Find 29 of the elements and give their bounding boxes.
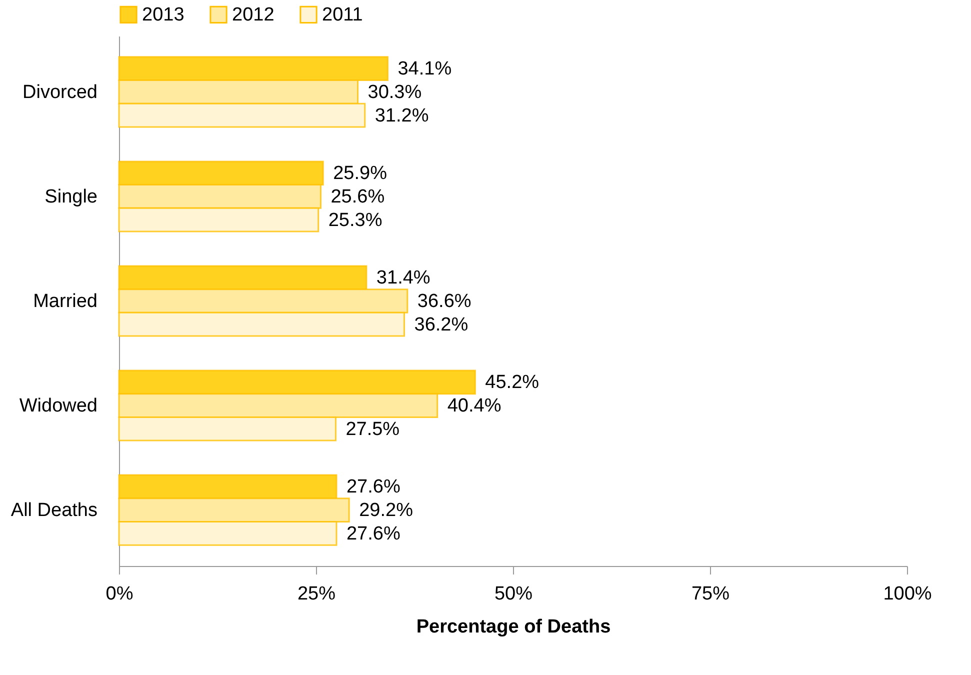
y-tick-label: All Deaths bbox=[10, 500, 98, 522]
y-tick-label: Single bbox=[44, 186, 98, 208]
legend-label: 2011 bbox=[322, 4, 363, 26]
legend-label: 2013 bbox=[142, 4, 184, 26]
data-label: 27.6% bbox=[346, 523, 400, 544]
y-tick-label: Divorced bbox=[22, 82, 98, 103]
data-label: 45.2% bbox=[485, 372, 540, 394]
data-label: 34.1% bbox=[398, 58, 452, 80]
x-tick-label: 50% bbox=[494, 584, 533, 604]
data-label: 31.2% bbox=[374, 105, 429, 126]
x-tick-label: 75% bbox=[691, 584, 730, 604]
data-label: 36.2% bbox=[414, 314, 468, 336]
data-label: 25.3% bbox=[328, 210, 382, 231]
legend-label: 2012 bbox=[232, 4, 274, 26]
x-axis-title: Percentage of Deaths bbox=[416, 616, 611, 638]
data-label: 29.2% bbox=[359, 500, 414, 522]
x-tick-label: 100% bbox=[883, 584, 932, 604]
y-tick-label: Married bbox=[33, 291, 98, 312]
data-label: 27.6% bbox=[346, 476, 400, 498]
y-tick-label: Widowed bbox=[19, 396, 98, 417]
x-tick-label: 0% bbox=[106, 584, 134, 604]
data-label: 36.6% bbox=[417, 291, 472, 312]
data-label: 40.4% bbox=[447, 396, 502, 417]
data-label: 25.6% bbox=[330, 186, 385, 208]
x-tick-label: 25% bbox=[297, 584, 336, 604]
data-label: 31.4% bbox=[376, 268, 430, 289]
data-label: 25.9% bbox=[333, 163, 388, 184]
data-label: 30.3% bbox=[368, 82, 422, 103]
data-label: 27.5% bbox=[346, 418, 400, 440]
